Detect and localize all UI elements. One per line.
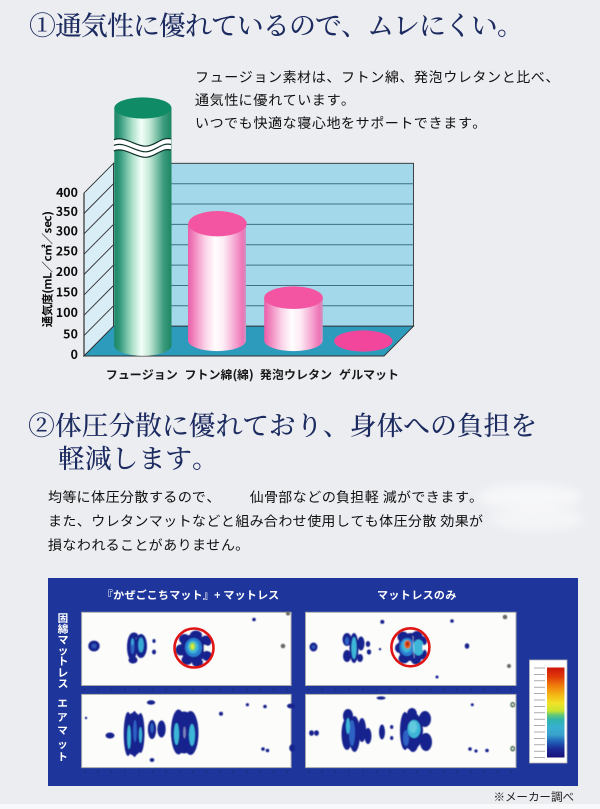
svg-text:250: 250 bbox=[56, 241, 78, 260]
svg-text:フトン綿(綿): フトン綿(綿) bbox=[184, 366, 253, 383]
svg-text:350: 350 bbox=[56, 201, 78, 220]
svg-text:200: 200 bbox=[56, 261, 78, 280]
svg-text:400: 400 bbox=[56, 182, 78, 201]
svg-text:300: 300 bbox=[56, 220, 78, 239]
svg-text:通気度(mL／c㎡／sec): 通気度(mL／c㎡／sec) bbox=[40, 212, 56, 328]
svg-text:150: 150 bbox=[56, 282, 78, 301]
svg-text:0: 0 bbox=[71, 344, 78, 363]
svg-text:ゲルマット: ゲルマット bbox=[339, 366, 399, 383]
svg-text:発泡ウレタン: 発泡ウレタン bbox=[260, 366, 332, 383]
svg-text:50: 50 bbox=[63, 323, 78, 342]
svg-text:フュージョン: フュージョン bbox=[106, 366, 178, 383]
svg-text:100: 100 bbox=[56, 302, 78, 321]
